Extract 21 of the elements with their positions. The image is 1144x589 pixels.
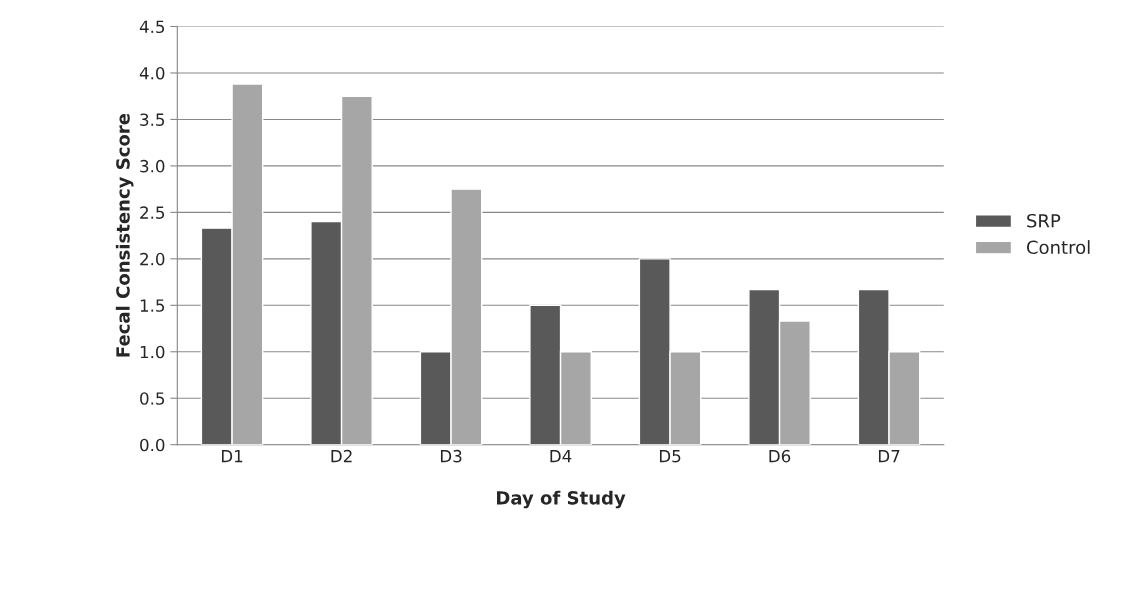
y-tick-label: 2.0: [140, 252, 165, 266]
legend-label: Control: [1026, 240, 1090, 255]
y-tick-label: 3.5: [140, 113, 165, 127]
x-axis-title: Day of Study: [497, 490, 626, 509]
y-axis-title: Fecal Consistency Score: [115, 113, 134, 357]
y-tick-label: 1.0: [140, 345, 165, 359]
x-tick-label: D7: [878, 450, 900, 463]
y-tick-label: 4.5: [139, 20, 165, 34]
x-tick-label: D4: [550, 450, 572, 463]
y-tick-label: 2.5: [140, 206, 165, 219]
x-tick-label: D1: [221, 450, 243, 463]
y-tick-label: 0.0: [140, 438, 165, 452]
x-tick-label: D2: [331, 449, 352, 463]
x-tick-label: D6: [769, 449, 791, 463]
y-tick-label: 1.5: [140, 299, 165, 312]
legend-label: SRP: [1027, 213, 1061, 228]
x-tick-label: D5: [659, 450, 681, 463]
y-tick-label: 4.0: [139, 66, 165, 80]
y-tick-label: 3.0: [140, 159, 165, 173]
y-tick-label: 0.5: [140, 392, 165, 405]
x-tick-label: D3: [440, 449, 462, 463]
